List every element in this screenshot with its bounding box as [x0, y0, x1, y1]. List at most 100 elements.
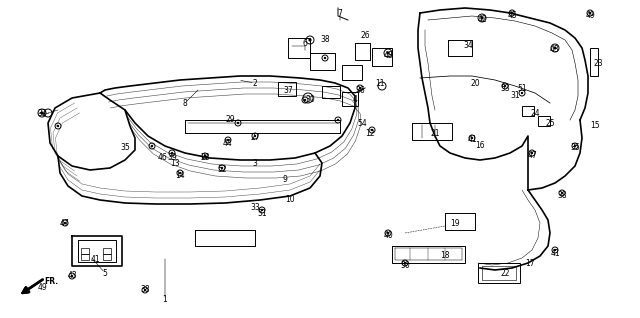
- Text: 33: 33: [250, 204, 260, 212]
- Text: 21: 21: [430, 128, 440, 137]
- Text: 35: 35: [120, 143, 130, 153]
- Text: 47: 47: [60, 218, 70, 227]
- Circle shape: [40, 111, 44, 114]
- Text: 26: 26: [360, 31, 370, 40]
- Circle shape: [504, 85, 506, 87]
- Text: 51: 51: [517, 84, 527, 93]
- Circle shape: [71, 275, 73, 277]
- Text: 2: 2: [253, 79, 257, 87]
- Circle shape: [531, 152, 533, 154]
- Text: 38: 38: [140, 286, 150, 294]
- Text: 44: 44: [223, 139, 233, 148]
- Text: 49: 49: [37, 284, 47, 293]
- Text: 35: 35: [570, 143, 580, 153]
- Text: 31: 31: [510, 92, 520, 100]
- Bar: [522, 106, 534, 116]
- Text: 18: 18: [440, 252, 450, 260]
- Circle shape: [324, 57, 326, 59]
- Bar: [372, 48, 392, 66]
- Text: 10: 10: [285, 196, 295, 204]
- Bar: [322, 86, 340, 98]
- Text: 46: 46: [157, 154, 167, 162]
- Circle shape: [237, 122, 239, 124]
- Text: 47: 47: [527, 151, 537, 161]
- Text: 8: 8: [182, 99, 188, 107]
- Text: 42: 42: [477, 16, 487, 24]
- Text: 40: 40: [383, 232, 393, 240]
- Circle shape: [511, 12, 513, 14]
- Circle shape: [481, 17, 484, 20]
- Bar: [590, 48, 598, 76]
- Text: 51: 51: [257, 209, 267, 218]
- Text: 14: 14: [175, 171, 185, 181]
- Text: 41: 41: [90, 255, 100, 265]
- Text: 39: 39: [167, 154, 177, 162]
- Text: 20: 20: [470, 79, 480, 87]
- Text: 30: 30: [305, 95, 315, 105]
- Circle shape: [337, 119, 339, 121]
- Text: 49: 49: [585, 11, 595, 20]
- Text: 17: 17: [525, 259, 535, 267]
- Circle shape: [171, 152, 173, 154]
- Text: 12: 12: [365, 128, 375, 137]
- Text: 52: 52: [217, 165, 227, 175]
- Circle shape: [304, 99, 306, 101]
- Circle shape: [204, 155, 206, 157]
- Circle shape: [471, 137, 473, 139]
- Text: 9: 9: [283, 176, 287, 184]
- Text: 25: 25: [545, 119, 555, 128]
- Text: 29: 29: [225, 115, 235, 125]
- Text: 28: 28: [200, 154, 210, 162]
- Circle shape: [151, 145, 153, 147]
- Circle shape: [404, 262, 406, 264]
- Circle shape: [254, 135, 256, 137]
- Bar: [103, 254, 111, 260]
- Text: 5: 5: [102, 268, 108, 278]
- Text: FR.: FR.: [44, 277, 58, 286]
- Text: 15: 15: [590, 121, 600, 130]
- Text: 6: 6: [303, 38, 307, 47]
- Bar: [103, 248, 111, 254]
- Text: 4: 4: [353, 95, 357, 105]
- Text: 34: 34: [463, 42, 473, 51]
- Bar: [482, 266, 516, 280]
- Circle shape: [561, 192, 563, 194]
- Text: 41: 41: [467, 135, 477, 144]
- Bar: [538, 116, 550, 126]
- Circle shape: [57, 125, 59, 127]
- Text: 1: 1: [163, 295, 168, 305]
- Circle shape: [179, 172, 181, 174]
- Circle shape: [227, 139, 229, 141]
- Text: 43: 43: [550, 45, 560, 54]
- Text: 11: 11: [375, 79, 385, 87]
- Bar: [342, 65, 362, 80]
- Text: 38: 38: [320, 36, 330, 45]
- Text: 54: 54: [357, 119, 367, 128]
- Text: 23: 23: [593, 59, 603, 67]
- Bar: [342, 92, 358, 106]
- Text: 27: 27: [250, 134, 260, 142]
- Circle shape: [387, 232, 389, 234]
- Text: 38: 38: [557, 191, 567, 201]
- Bar: [288, 38, 310, 58]
- Bar: [81, 248, 89, 254]
- Text: 45: 45: [507, 11, 517, 20]
- Text: 53: 53: [500, 84, 510, 93]
- Circle shape: [589, 12, 591, 14]
- Text: 50: 50: [400, 261, 410, 271]
- Circle shape: [554, 249, 556, 251]
- Text: 16: 16: [475, 142, 485, 150]
- Circle shape: [308, 38, 312, 42]
- Text: 24: 24: [530, 108, 540, 117]
- Circle shape: [371, 129, 373, 131]
- Bar: [278, 82, 296, 96]
- Bar: [478, 263, 520, 283]
- Circle shape: [554, 46, 557, 50]
- Text: 3: 3: [253, 158, 257, 168]
- Text: 41: 41: [550, 248, 560, 258]
- Text: 22: 22: [500, 268, 509, 278]
- Text: 7: 7: [337, 9, 342, 17]
- Circle shape: [144, 289, 146, 291]
- Circle shape: [64, 222, 66, 224]
- Text: 43: 43: [67, 272, 77, 280]
